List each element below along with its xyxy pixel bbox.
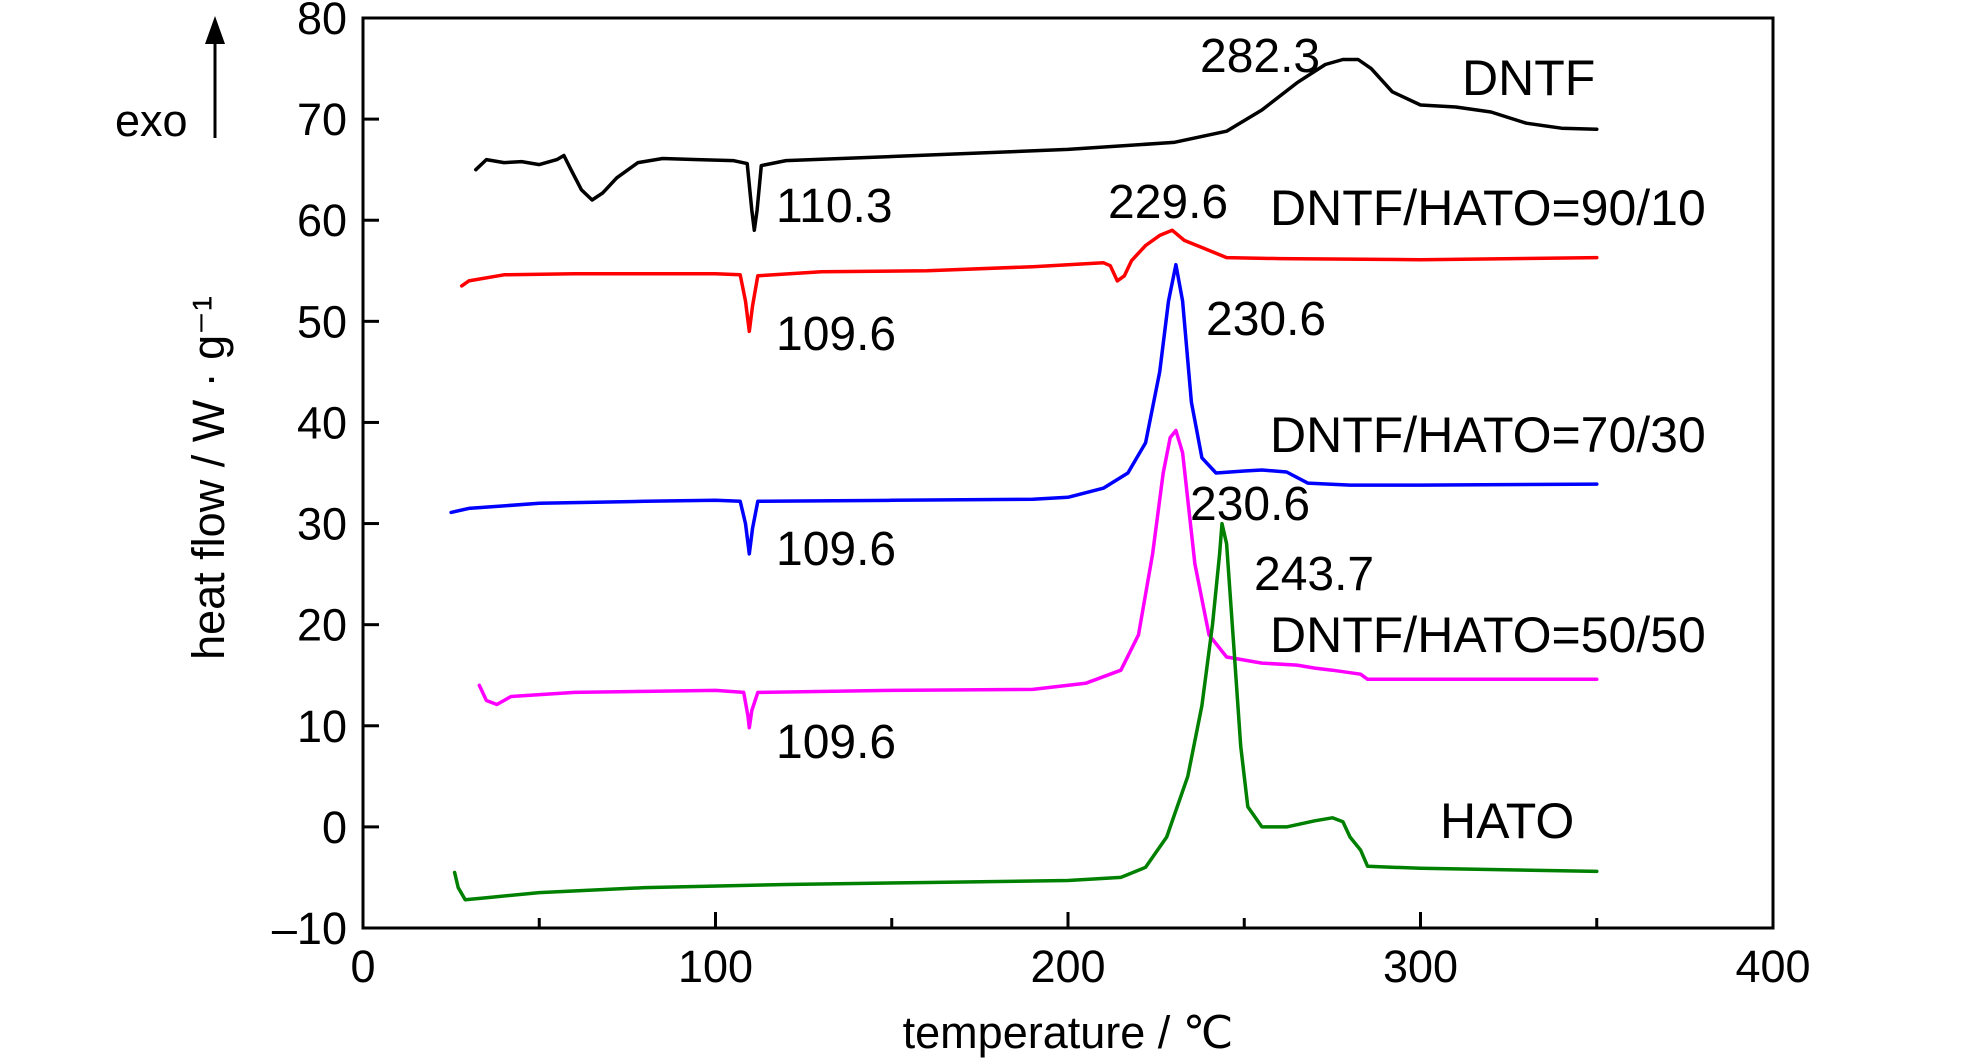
series-line-1 [459,228,1599,334]
series-line-2 [449,262,1599,556]
peak-label-dntf-endo: 110.3 [776,180,893,233]
exo-label: exo [115,95,188,146]
series-label-50-50: DNTF/HATO=50/50 [1270,607,1706,663]
series-line-3 [477,428,1599,730]
y-tick-label: 70 [297,94,347,145]
y-tick-label: 10 [297,701,347,752]
y-tick-label: 60 [297,195,347,246]
peak-label-50-50-exo: 230.6 [1190,478,1310,531]
exo-arrow-icon [205,16,225,44]
series-label-hato: HATO [1440,793,1574,849]
series-line-0 [474,57,1599,233]
series-label-dntf: DNTF [1462,50,1595,106]
series-layer [449,57,1599,902]
y-tick-label: 30 [297,499,347,550]
series-label-70-30: DNTF/HATO=70/30 [1270,407,1706,463]
peak-label-hato-exo: 243.7 [1254,548,1374,601]
peak-label-70-30-endo: 109.6 [776,523,896,576]
y-tick-label: 20 [297,600,347,651]
y-tick-label: 50 [297,296,347,347]
y-tick-label: 40 [297,397,347,448]
y-tick-label: 0 [322,802,347,853]
y-axis-title: heat flow / W · g⁻¹ [183,296,234,660]
series-label-90-10: DNTF/HATO=90/10 [1270,180,1706,236]
x-tick-label: 0 [350,941,375,992]
peak-label-70-30-exo: 230.6 [1206,293,1326,346]
x-tick-label: 200 [1030,941,1105,992]
peak-label-50-50-endo: 109.6 [776,716,896,769]
peak-label-dntf-exo: 282.3 [1200,30,1320,83]
x-axis-title: temperature / ℃ [903,1007,1234,1058]
x-tick-label: 400 [1735,941,1810,992]
x-tick-label: 300 [1383,941,1458,992]
peak-label-90-10-endo: 109.6 [776,308,896,361]
x-tick-label: 100 [678,941,753,992]
series-line-4 [452,521,1599,902]
peak-label-90-10-exo: 229.6 [1108,176,1228,229]
y-tick-label: –10 [272,903,347,954]
y-tick-label: 80 [297,0,347,44]
